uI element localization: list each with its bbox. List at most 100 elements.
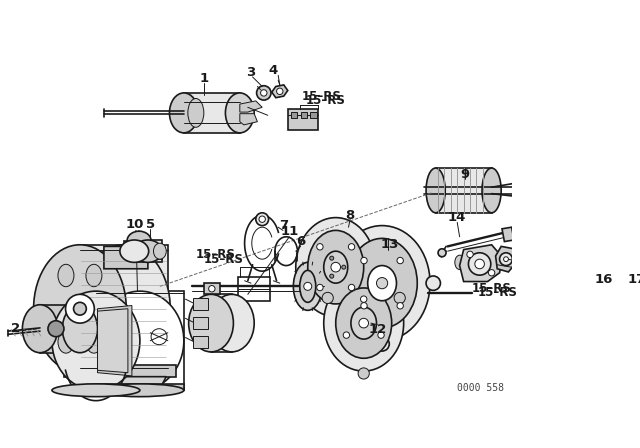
Text: 15–RS: 15–RS [301, 90, 341, 103]
Ellipse shape [334, 226, 430, 341]
Text: 17: 17 [628, 273, 640, 286]
Circle shape [348, 244, 355, 250]
Ellipse shape [33, 245, 126, 373]
Circle shape [358, 368, 369, 379]
Circle shape [342, 265, 346, 269]
Ellipse shape [426, 168, 445, 213]
Ellipse shape [308, 230, 364, 304]
Circle shape [330, 274, 333, 278]
Ellipse shape [455, 255, 465, 270]
Text: 16: 16 [595, 273, 612, 286]
Ellipse shape [86, 264, 102, 287]
Circle shape [359, 319, 369, 328]
Circle shape [304, 282, 312, 290]
Bar [80, 245, 168, 373]
Bar [204, 283, 220, 294]
Circle shape [276, 88, 283, 95]
Text: 8: 8 [346, 209, 355, 222]
Ellipse shape [134, 240, 163, 263]
Circle shape [394, 293, 405, 304]
Text: 7: 7 [279, 219, 289, 232]
Ellipse shape [96, 291, 184, 390]
Ellipse shape [472, 255, 482, 270]
Circle shape [438, 249, 446, 257]
Bar [40, 305, 84, 353]
Ellipse shape [58, 331, 74, 353]
Circle shape [348, 284, 355, 291]
Text: 6: 6 [296, 235, 305, 248]
Circle shape [361, 257, 367, 264]
Circle shape [331, 263, 340, 272]
Ellipse shape [96, 384, 184, 396]
Circle shape [500, 253, 513, 266]
Circle shape [488, 270, 495, 276]
Circle shape [322, 293, 333, 304]
Ellipse shape [296, 218, 376, 317]
Bar [193, 297, 208, 310]
Circle shape [397, 302, 403, 309]
Ellipse shape [465, 255, 474, 270]
Ellipse shape [368, 266, 396, 301]
Text: 4: 4 [269, 64, 278, 77]
Circle shape [48, 321, 64, 337]
Text: 12: 12 [368, 323, 387, 336]
Ellipse shape [225, 93, 254, 133]
Ellipse shape [154, 243, 166, 259]
Circle shape [317, 244, 323, 250]
Ellipse shape [293, 263, 322, 310]
Bar [310, 112, 317, 118]
Text: 9: 9 [461, 168, 470, 181]
Ellipse shape [347, 238, 417, 328]
Polygon shape [272, 85, 288, 98]
Circle shape [317, 284, 323, 291]
Text: 3: 3 [246, 66, 255, 79]
Bar [193, 336, 208, 348]
Text: 15–RS: 15–RS [478, 286, 518, 299]
Circle shape [376, 278, 388, 289]
Text: 1: 1 [199, 72, 209, 85]
Ellipse shape [481, 255, 490, 270]
Text: 11: 11 [280, 225, 298, 238]
Bar [301, 112, 307, 118]
Text: 2: 2 [12, 322, 20, 335]
Bar [134, 240, 163, 263]
Text: 15–RS: 15–RS [472, 282, 511, 295]
Text: 15–RS: 15–RS [204, 253, 244, 266]
Circle shape [74, 302, 86, 315]
Polygon shape [460, 245, 502, 281]
Ellipse shape [127, 231, 151, 250]
Polygon shape [240, 101, 262, 112]
Bar [211, 294, 232, 352]
Polygon shape [74, 377, 166, 389]
Circle shape [467, 251, 473, 258]
Ellipse shape [300, 270, 316, 302]
Circle shape [426, 276, 440, 290]
Text: 13: 13 [381, 238, 399, 251]
Text: 10: 10 [125, 218, 143, 231]
Circle shape [360, 296, 367, 302]
Polygon shape [97, 309, 128, 373]
Circle shape [361, 302, 367, 309]
Circle shape [475, 259, 484, 269]
Bar [238, 277, 270, 301]
Circle shape [504, 257, 508, 262]
Ellipse shape [120, 240, 148, 263]
Text: 15–RS: 15–RS [196, 248, 236, 261]
Ellipse shape [62, 305, 97, 353]
Ellipse shape [482, 168, 501, 213]
Circle shape [260, 90, 267, 96]
Circle shape [257, 86, 271, 100]
Text: 5: 5 [146, 217, 155, 231]
Bar [193, 317, 208, 329]
Bar [288, 109, 318, 129]
Circle shape [330, 256, 333, 260]
Text: 15–RS: 15–RS [305, 95, 345, 108]
Ellipse shape [77, 245, 170, 373]
Polygon shape [240, 114, 257, 125]
Ellipse shape [52, 384, 140, 396]
Bar [96, 291, 184, 390]
Text: 0000 558: 0000 558 [456, 383, 504, 392]
Circle shape [468, 253, 491, 275]
Polygon shape [502, 227, 514, 241]
Bar [436, 168, 492, 213]
